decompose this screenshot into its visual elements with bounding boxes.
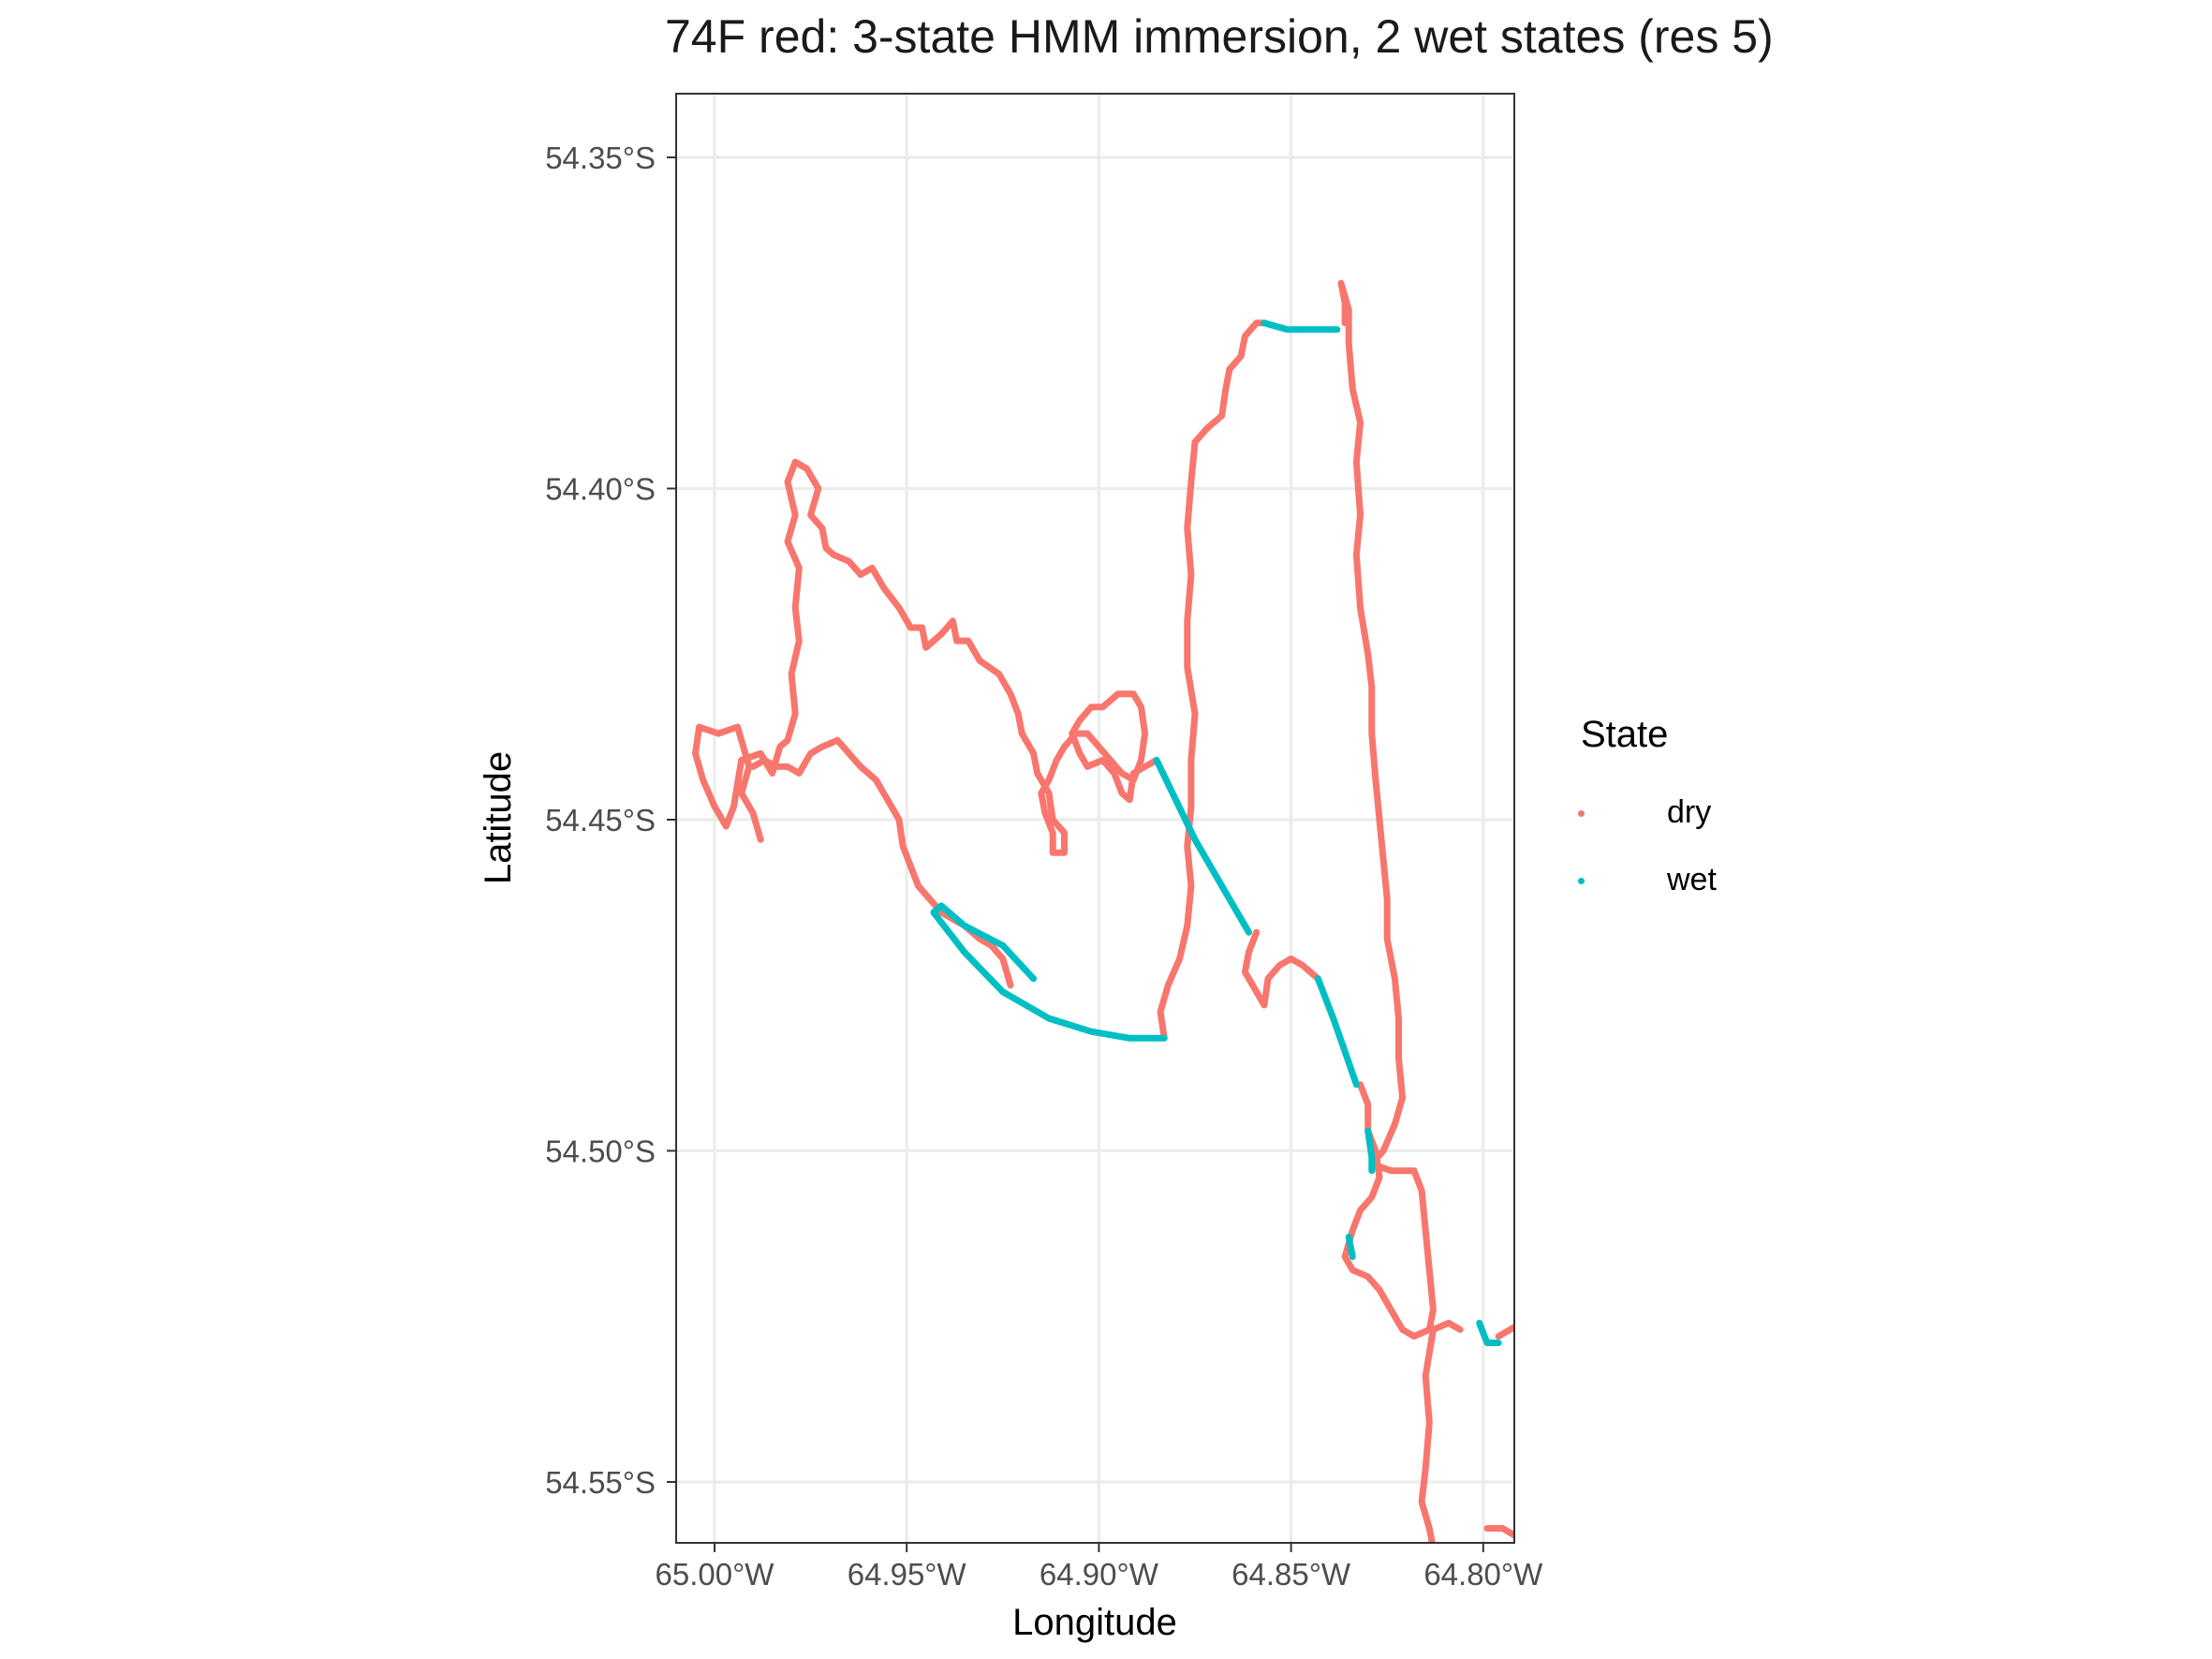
plot-border xyxy=(675,93,1515,1544)
grid-lines xyxy=(676,94,1514,1543)
legend-wet-label: wet xyxy=(1667,862,1717,897)
x-tick-label: 64.95°W xyxy=(848,1557,967,1592)
legend-dry-label: dry xyxy=(1667,794,1712,830)
track-wet-segment-4 xyxy=(930,902,1168,1042)
y-tick-label: 54.45°S xyxy=(545,803,656,837)
track-wet-segment-3 xyxy=(1364,1127,1376,1175)
x-tick-label: 64.85°W xyxy=(1231,1557,1351,1592)
y-tick-label: 54.55°S xyxy=(545,1465,656,1500)
track-wet-segment-1 xyxy=(1261,319,1341,333)
track-dry-segment-8 xyxy=(1483,1525,1514,1539)
x-tick-label: 65.00°W xyxy=(656,1557,775,1592)
track-wet-segment-0 xyxy=(1153,756,1252,936)
track-dry-segment-6 xyxy=(1429,1319,1464,1333)
y-tick-label: 54.50°S xyxy=(545,1134,656,1169)
x-tick-label: 64.90°W xyxy=(1040,1557,1159,1592)
track-dry-segment-7 xyxy=(1495,1323,1514,1340)
track-dry-segment-4 xyxy=(1241,928,1321,1009)
track-dry-segment-2 xyxy=(1157,319,1268,1042)
chart-title: 74F red: 3-state HMM immersion, 2 wet st… xyxy=(665,10,1774,63)
legend-dry-key xyxy=(1578,810,1585,817)
y-tick-label: 54.35°S xyxy=(545,141,656,175)
legend-title: State xyxy=(1581,714,1669,755)
track-dry-segment-3 xyxy=(1337,279,1437,1340)
legend-wet-key xyxy=(1578,878,1585,884)
track-wet-segment-2 xyxy=(1314,975,1360,1089)
track-wet-segment-5 xyxy=(1345,1233,1356,1261)
axis-ticks: 65.00°W 64.95°W 64.90°W 64.85°W 64.80°W 54.35… xyxy=(545,141,1543,1592)
y-tick-label: 54.40°S xyxy=(545,472,656,507)
track-wet-segment-6 xyxy=(1476,1319,1502,1346)
track-lines xyxy=(692,279,1514,1543)
x-tick-label: 64.80°W xyxy=(1423,1557,1543,1592)
y-axis-title: Latitude xyxy=(478,751,519,884)
x-axis-title: Longitude xyxy=(1012,1602,1177,1643)
track-dry-segment-5 xyxy=(1418,1326,1437,1543)
